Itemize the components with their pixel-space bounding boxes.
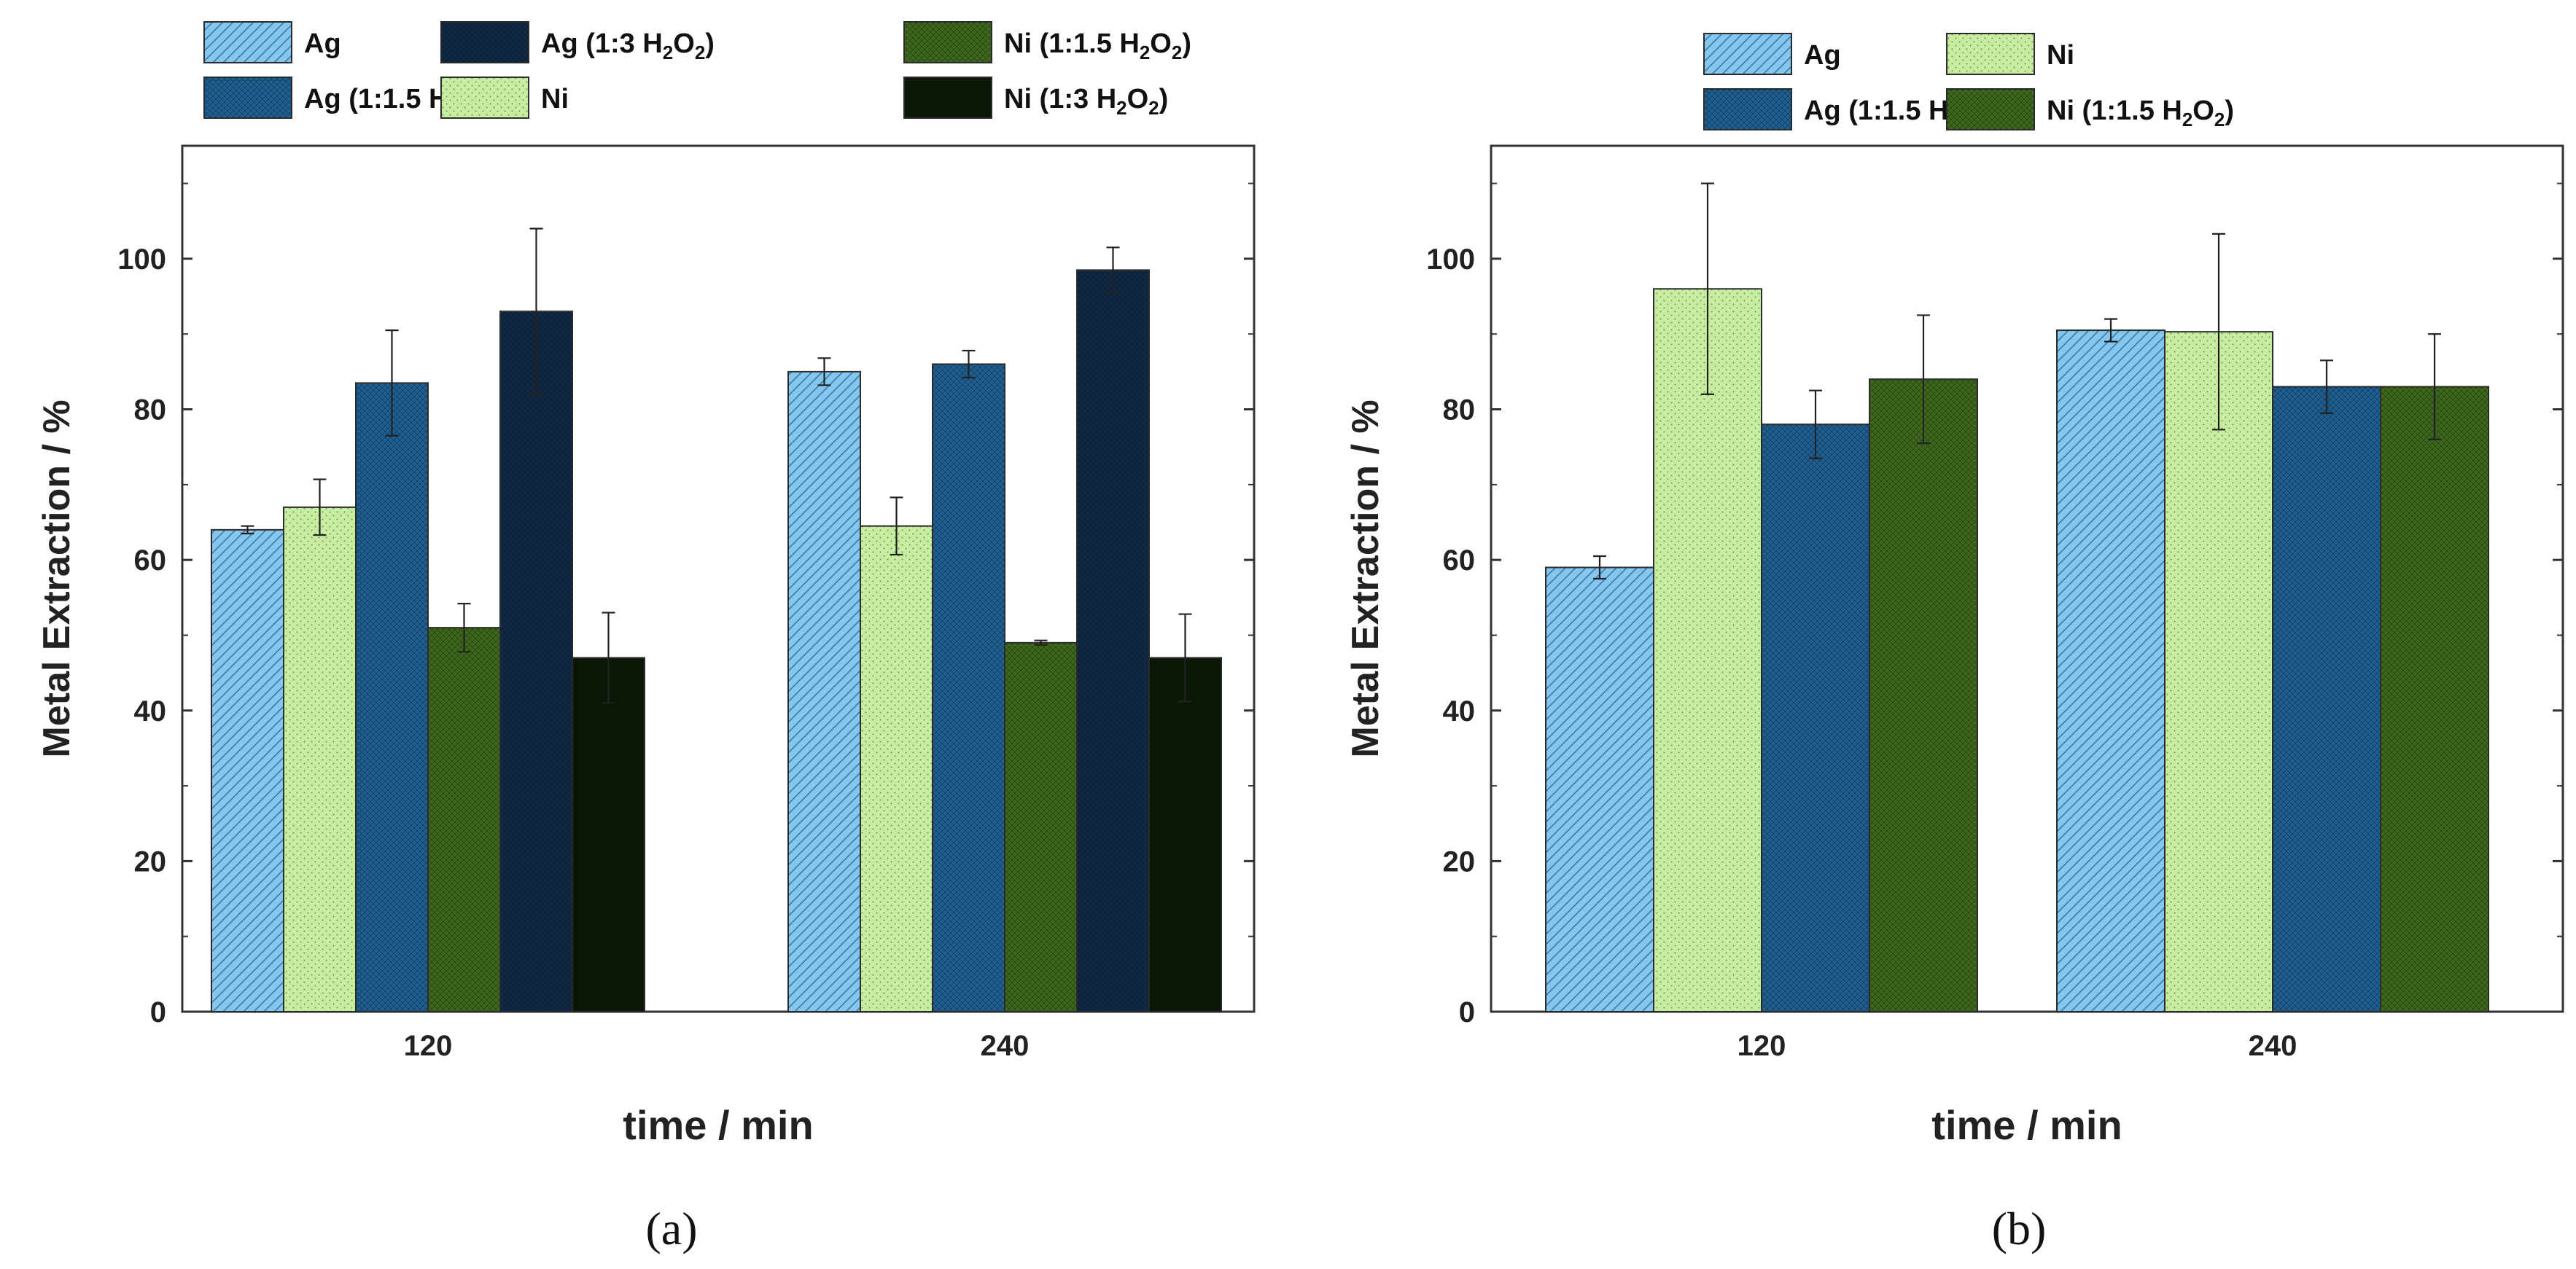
- legend-swatch: [440, 77, 529, 119]
- legend-item-ni-1-1-5-h2o2: Ni (1:1.5 H2O2): [1946, 88, 2234, 130]
- y-tick-label: 0: [1459, 996, 1475, 1028]
- legend-item-ag: Ag: [1703, 33, 1841, 75]
- legend-item-ni: Ni: [440, 77, 569, 119]
- x-tick-label: 240: [981, 1030, 1030, 1062]
- legend-swatch: [903, 21, 992, 63]
- legend-label: Ni (1:3 H2O2): [1004, 84, 1168, 119]
- error-bar-ni-1-1-5-h2o2-240: [2428, 333, 2441, 440]
- bar-ag-1-3-h2o2-120: [499, 311, 573, 1012]
- legend-label: Ni: [541, 84, 569, 114]
- legend-label: Ag (1:3 H2O2): [541, 28, 715, 63]
- error-bar-ni-120: [1701, 182, 1714, 396]
- bar-ni-1-1-5-h2o2-120: [1869, 378, 1978, 1012]
- legend-label: Ni (1:1.5 H2O2): [2047, 95, 2234, 130]
- error-bar-ag-1-3-h2o2-120: [529, 227, 543, 396]
- panel-a-label: (a): [645, 1203, 697, 1254]
- error-bar-ag-120: [1593, 555, 1606, 580]
- y-tick-label: 60: [1443, 544, 1476, 577]
- y-tick-label: 80: [1443, 394, 1476, 426]
- bar-ag-1-1-5-h2o2-240: [2272, 386, 2381, 1012]
- y-tick-label: 40: [1443, 695, 1476, 727]
- bar-ag-240: [2056, 329, 2166, 1012]
- y-tick-label: 100: [1426, 243, 1475, 276]
- plot-frame: [1490, 144, 2564, 1013]
- y-axis-label: Metal Extraction / %: [36, 399, 78, 757]
- legend-item-ni-1-1-5-h2o2: Ni (1:1.5 H2O2): [903, 21, 1191, 63]
- legend-swatch: [1946, 33, 2035, 75]
- bar-ag-240: [787, 370, 861, 1013]
- error-bar-ag-240: [2104, 318, 2117, 343]
- bar-ni-120: [283, 506, 357, 1012]
- bar-ni-1-3-h2o2-120: [572, 657, 645, 1012]
- panel-b-chart: 0 20 40 60 80 100 120 240 Metal Extraction / % ti…: [1345, 33, 2564, 1148]
- bar-ag-1-1-5-h2o2-240: [932, 363, 1005, 1013]
- y-axis-label: Metal Extraction / %: [1345, 399, 1387, 757]
- legend-swatch: [1703, 88, 1792, 130]
- legend-swatch: [203, 21, 292, 63]
- y-tick-label: 100: [117, 243, 166, 276]
- error-bar-ni-1-1-5-h2o2-120: [1917, 314, 1930, 445]
- legend-swatch: [203, 77, 292, 119]
- error-bar-ag-120: [241, 525, 254, 535]
- error-bar-ni-1-1-5-h2o2-240: [1034, 639, 1048, 647]
- error-bar-ni-240: [890, 496, 903, 556]
- panel-a-chart: 0 20 40 60 80 100 120 240 Metal Extraction / % ti…: [36, 21, 1256, 1148]
- error-bar-ni-1-3-h2o2-120: [602, 612, 615, 704]
- bar-ag-1-1-5-h2o2-120: [1761, 423, 1870, 1012]
- legend-swatch: [903, 77, 992, 119]
- error-bar-ag-1-1-5-h2o2-240: [2320, 359, 2333, 414]
- plot-frame: [181, 144, 1256, 1013]
- error-bar-ni-240: [2212, 233, 2225, 431]
- legend-item-ni-1-3-h2o2: Ni (1:3 H2O2): [903, 77, 1168, 119]
- x-tick-label: 120: [404, 1030, 453, 1062]
- y-tick-label: 80: [134, 394, 167, 426]
- error-bar-ag-1-3-h2o2-240: [1106, 246, 1120, 294]
- bar-ag-120: [211, 528, 284, 1012]
- y-tick-label: 0: [150, 996, 166, 1028]
- bar-ni-1-1-5-h2o2-240: [2380, 386, 2489, 1012]
- legend-label: Ag: [1804, 40, 1841, 71]
- bar-ag-1-1-5-h2o2-120: [355, 382, 429, 1012]
- legend-item-ag-1-3-h2o2: Ag (1:3 H2O2): [440, 21, 715, 63]
- error-bar-ag-240: [817, 357, 831, 386]
- x-tick-label: 240: [2249, 1030, 2297, 1062]
- legend-label: Ni: [2047, 40, 2074, 71]
- panel-b-label: (b): [1992, 1203, 2047, 1254]
- error-bar-ag-1-1-5-h2o2-120: [385, 329, 399, 437]
- legend-label: Ni (1:1.5 H2O2): [1004, 28, 1191, 63]
- legend-swatch: [1946, 88, 2035, 130]
- x-axis-label: time / min: [623, 1102, 813, 1148]
- error-bar-ag-1-1-5-h2o2-120: [1809, 389, 1822, 459]
- legend-item-ni: Ni: [1946, 33, 2074, 75]
- error-bar-ag-1-1-5-h2o2-240: [962, 349, 976, 379]
- bar-ni-1-3-h2o2-240: [1148, 657, 1222, 1012]
- y-tick-label: 40: [134, 695, 167, 727]
- bar-ni-1-1-5-h2o2-240: [1004, 641, 1078, 1013]
- y-tick-label: 20: [1443, 846, 1476, 878]
- error-bar-ni-1-3-h2o2-240: [1178, 613, 1192, 703]
- y-tick-label: 60: [134, 544, 167, 577]
- legend-swatch: [1703, 33, 1792, 75]
- bar-ni-120: [1653, 288, 1762, 1012]
- legend-item-ag: Ag: [203, 21, 341, 63]
- legend-swatch: [440, 21, 529, 63]
- error-bar-ni-120: [313, 478, 327, 536]
- legend-label: Ag: [304, 28, 341, 59]
- y-tick-label: 20: [134, 846, 167, 878]
- bar-ni-240: [860, 525, 933, 1012]
- error-bar-ni-1-1-5-h2o2-120: [457, 602, 471, 653]
- x-tick-label: 120: [1738, 1030, 1786, 1062]
- bar-ni-240: [2164, 331, 2273, 1012]
- bar-ag-1-3-h2o2-240: [1076, 269, 1150, 1013]
- x-axis-label: time / min: [1931, 1102, 2122, 1148]
- bar-ag-120: [1545, 566, 1654, 1012]
- bar-ni-1-1-5-h2o2-120: [427, 627, 501, 1012]
